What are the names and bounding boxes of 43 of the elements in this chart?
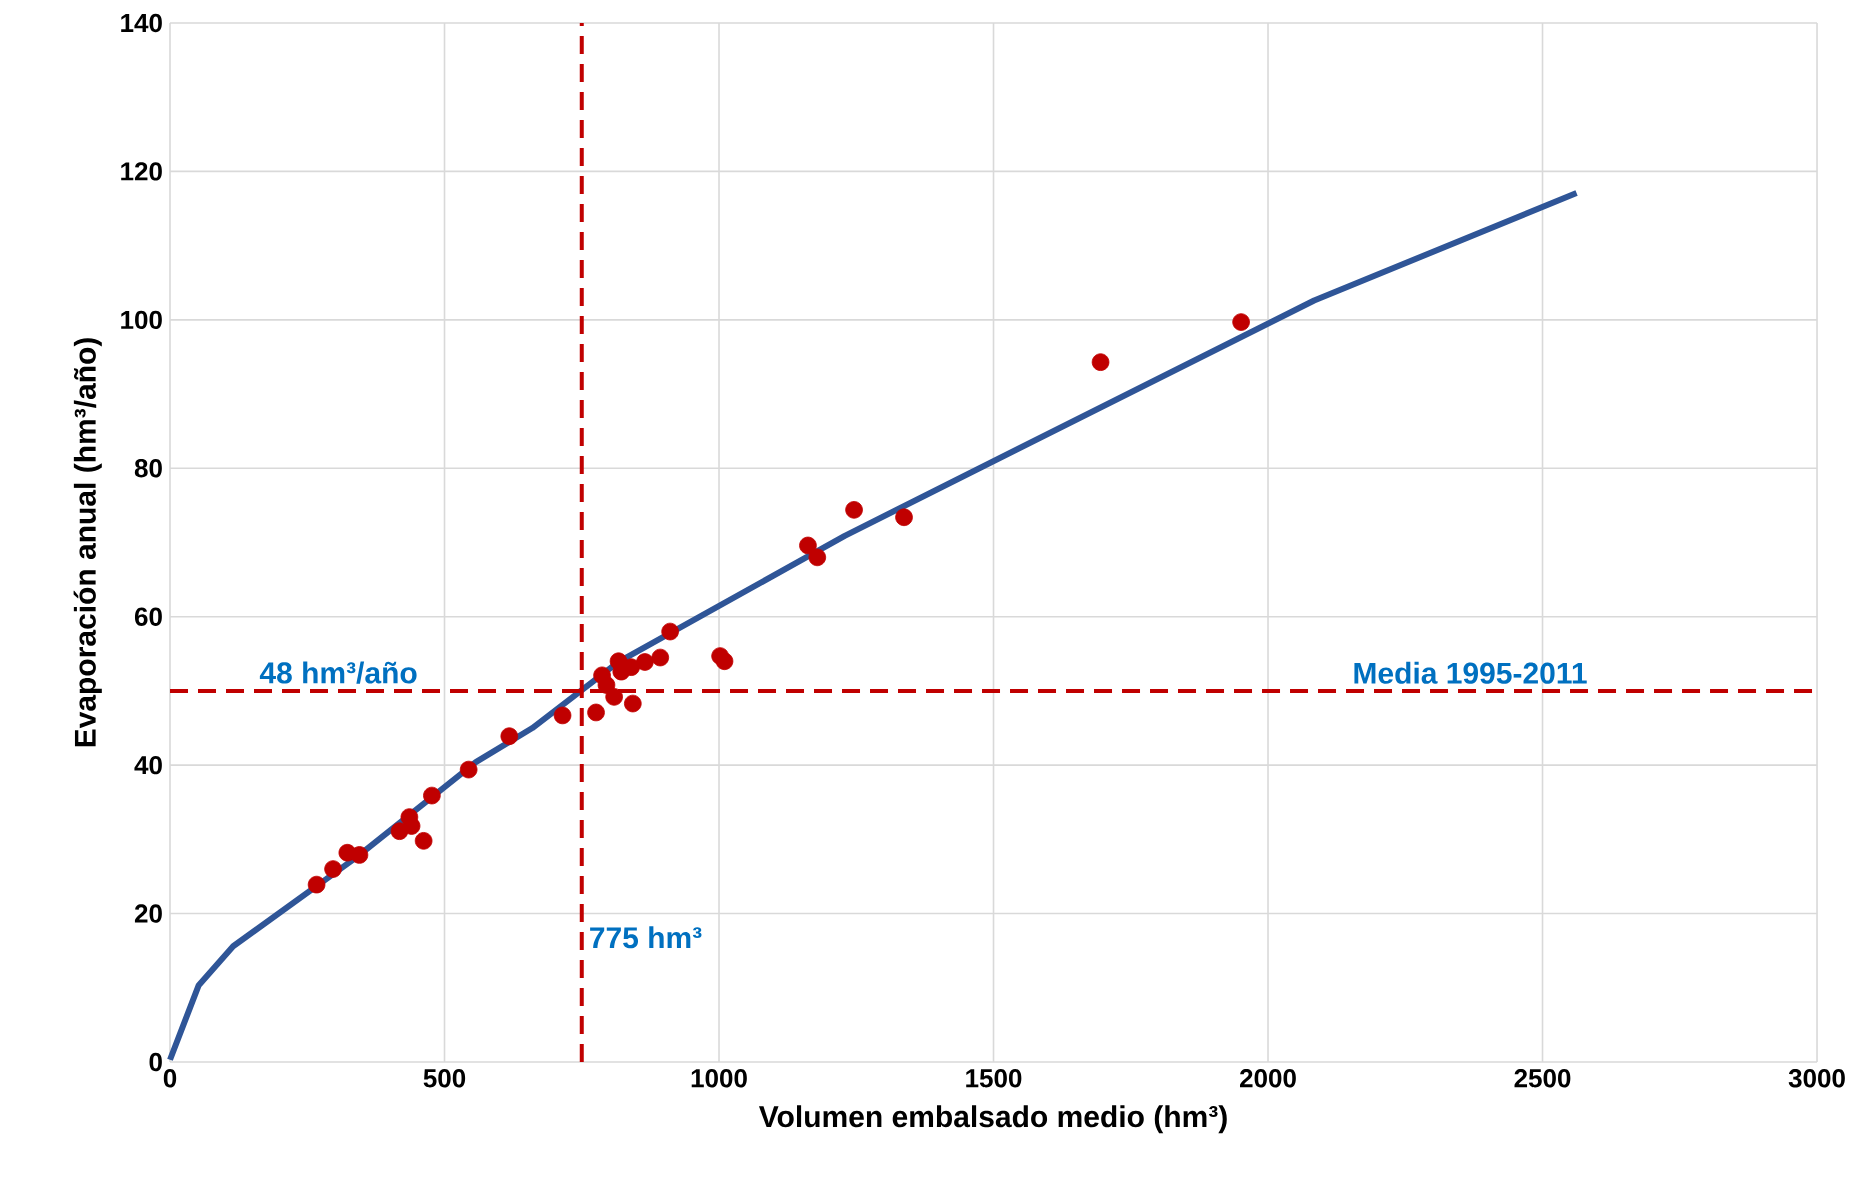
point [845,501,863,519]
y-tick-label: 0 [149,1052,162,1072]
point [350,846,369,864]
y-tick-label: 40 [134,755,162,775]
y-tick-label: 20 [134,904,162,923]
x-tick-label: 2000 [1240,1069,1296,1088]
point [402,817,421,835]
point [414,832,433,850]
point [895,508,913,527]
y-tick-label: 80 [134,459,162,478]
point [500,727,519,745]
y-tick-label: 100 [121,310,162,330]
y-axis-title: Evaporación anual (hm³/año) [73,338,102,747]
y-tick-label: 60 [134,607,162,626]
point [636,653,654,671]
x-tick-label: 3000 [1788,1069,1845,1088]
point [624,694,642,713]
point [651,648,670,667]
annotation: 48 hm³/año [259,661,417,684]
point [587,703,605,722]
ref-line-label: Media 1995-2011 [1354,661,1587,684]
x-tick-label: 0 [163,1069,177,1088]
point [423,786,441,805]
point [324,860,342,878]
y-tick-label: 140 [121,13,162,33]
point [1232,313,1250,331]
x-axis-title: Volumen embalsado medio (hm³) [758,1105,1227,1134]
point [1091,353,1110,371]
point [799,536,817,555]
x-tick-label: 500 [423,1069,466,1088]
point [661,622,679,641]
point [307,875,326,894]
x-tick-label: 2500 [1514,1069,1571,1088]
point [605,688,623,706]
x-tick-label: 1000 [691,1069,747,1088]
x-tick-label: 1500 [966,1069,1022,1088]
ref-line-label: 775 hm³ [590,926,702,949]
point [597,676,616,694]
y-tick-label: 120 [121,162,162,181]
point [553,706,572,725]
point [715,652,734,671]
point [808,548,827,567]
point [459,760,478,779]
